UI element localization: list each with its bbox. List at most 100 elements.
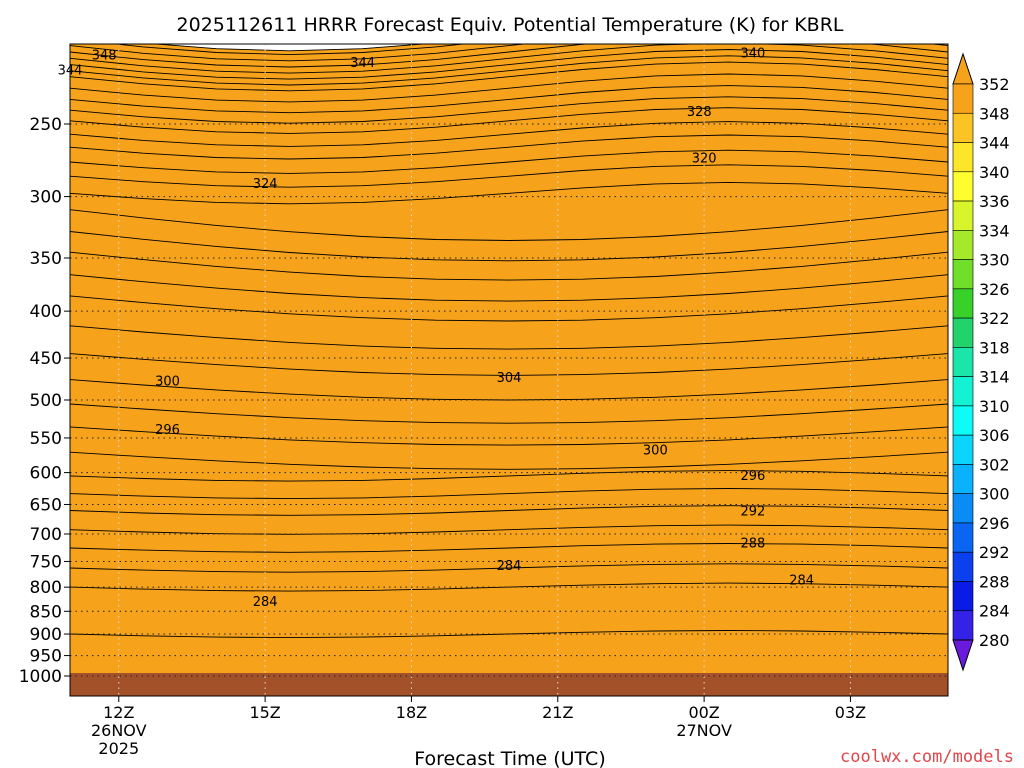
x-tick-sublabel: 26NOV bbox=[91, 721, 147, 740]
colorbar-label: 300 bbox=[979, 485, 1010, 504]
y-tick-label: 1000 bbox=[19, 667, 62, 687]
contour-line bbox=[70, 403, 948, 424]
contour-line bbox=[150, 44, 429, 52]
contour-line bbox=[70, 61, 948, 92]
colorbar-label: 292 bbox=[979, 543, 1010, 562]
contour-line bbox=[70, 426, 948, 446]
colorbar-label: 330 bbox=[979, 251, 1010, 270]
contour-line bbox=[70, 563, 948, 573]
colorbar-swatch bbox=[952, 347, 974, 377]
y-tick-label: 650 bbox=[30, 495, 62, 515]
y-tick-label: 750 bbox=[30, 552, 62, 572]
contour-label: 304 bbox=[497, 371, 522, 386]
x-tick-label: 12Z bbox=[103, 703, 134, 722]
contour-line bbox=[70, 44, 948, 68]
contour-line bbox=[70, 149, 948, 174]
colorbar-swatch bbox=[952, 522, 974, 553]
contour-line bbox=[70, 524, 948, 535]
colorbar-swatch bbox=[952, 434, 974, 465]
colorbar-swatch bbox=[952, 405, 974, 436]
contour-label: 284 bbox=[253, 595, 278, 610]
colorbar-label: 296 bbox=[979, 514, 1010, 533]
y-axis: 250 300 350 400 450 500 550 600 650 700 750 800 850 9… bbox=[19, 115, 70, 687]
colorbar-label: 306 bbox=[979, 426, 1010, 445]
y-tick-label: 550 bbox=[30, 429, 62, 449]
colorbar-label: 302 bbox=[979, 455, 1010, 474]
contour-label: 296 bbox=[740, 469, 765, 484]
colorbar-label: 284 bbox=[979, 602, 1010, 621]
contour-line bbox=[70, 353, 948, 376]
contour-label: 284 bbox=[789, 574, 814, 589]
contour-label: 300 bbox=[643, 443, 668, 458]
contour-label: 296 bbox=[155, 423, 180, 438]
y-tick-label: 450 bbox=[30, 349, 62, 369]
contour-line bbox=[70, 181, 948, 205]
colorbar-label: 340 bbox=[979, 163, 1010, 182]
contour-label: 284 bbox=[497, 559, 522, 574]
colorbar-swatch bbox=[952, 464, 974, 494]
contour-line bbox=[70, 73, 948, 103]
y-tick-label: 350 bbox=[30, 249, 62, 269]
colorbar-label: 352 bbox=[979, 75, 1010, 94]
colorbar-swatch bbox=[952, 551, 974, 582]
contour-label: 300 bbox=[155, 374, 180, 389]
contour-line bbox=[70, 488, 948, 500]
colorbar-label: 310 bbox=[979, 397, 1010, 416]
y-tick-label: 400 bbox=[30, 302, 62, 322]
y-tick-label: 250 bbox=[30, 115, 62, 135]
contour-line bbox=[70, 209, 948, 241]
contour-line bbox=[70, 451, 948, 470]
plot-frame bbox=[69, 43, 949, 697]
x-tick-sublabel: 2025 bbox=[98, 739, 139, 758]
x-tick-label: 15Z bbox=[249, 703, 280, 722]
colorbar: 352 348 344 340 336 334 330 326 322 318 314 310 306 3… bbox=[952, 52, 1010, 672]
contour-line bbox=[70, 505, 948, 516]
y-tick-label: 950 bbox=[30, 647, 62, 667]
x-tick-label: 03Z bbox=[835, 703, 866, 722]
colorbar-label: 348 bbox=[979, 104, 1010, 123]
y-tick-label: 600 bbox=[30, 464, 62, 484]
colorbar-label: 318 bbox=[979, 338, 1010, 357]
y-tick-label: 850 bbox=[30, 602, 62, 622]
contour-line bbox=[70, 251, 948, 281]
contour-line bbox=[70, 49, 948, 80]
contour-line bbox=[70, 96, 948, 124]
contour-line bbox=[70, 85, 948, 114]
contour-line bbox=[70, 295, 948, 322]
contour-label: 320 bbox=[692, 152, 717, 167]
colorbar-swatch bbox=[952, 581, 974, 612]
x-tick-label: 21Z bbox=[542, 703, 573, 722]
contour-label: 328 bbox=[687, 105, 712, 120]
contour-line bbox=[70, 274, 948, 302]
x-tick-label: 00Z bbox=[688, 703, 719, 722]
contour-line bbox=[70, 379, 948, 401]
contour-line bbox=[70, 470, 948, 482]
x-tick-sublabel: 27NOV bbox=[676, 721, 732, 740]
colorbar-swatch bbox=[952, 171, 974, 202]
colorbar-arrow-bottom bbox=[952, 639, 974, 672]
contour-line bbox=[70, 107, 948, 134]
contour-line bbox=[70, 44, 948, 74]
contour-line bbox=[70, 543, 948, 553]
contour-line bbox=[111, 44, 468, 56]
contour-label: 292 bbox=[740, 505, 765, 520]
contour-line bbox=[70, 121, 948, 147]
y-tick-label: 700 bbox=[30, 525, 62, 545]
contour-label: 340 bbox=[740, 47, 765, 62]
x-tick-label: 18Z bbox=[396, 703, 427, 722]
contour-line bbox=[70, 582, 948, 592]
contour-line bbox=[70, 44, 948, 62]
contour-label: 344 bbox=[350, 56, 375, 71]
colorbar-label: 314 bbox=[979, 368, 1010, 387]
x-axis-label: Forecast Time (UTC) bbox=[414, 748, 605, 768]
colorbar-arrow-top bbox=[952, 52, 974, 85]
colorbar-swatch bbox=[952, 288, 974, 319]
contour-line bbox=[70, 55, 948, 86]
contour-label: 348 bbox=[92, 49, 117, 64]
colorbar-swatch bbox=[952, 259, 974, 290]
colorbar-swatch bbox=[952, 317, 974, 348]
chart-title: 2025112611 HRRR Forecast Equiv. Potentia… bbox=[177, 14, 844, 36]
colorbar-label: 344 bbox=[979, 134, 1010, 153]
